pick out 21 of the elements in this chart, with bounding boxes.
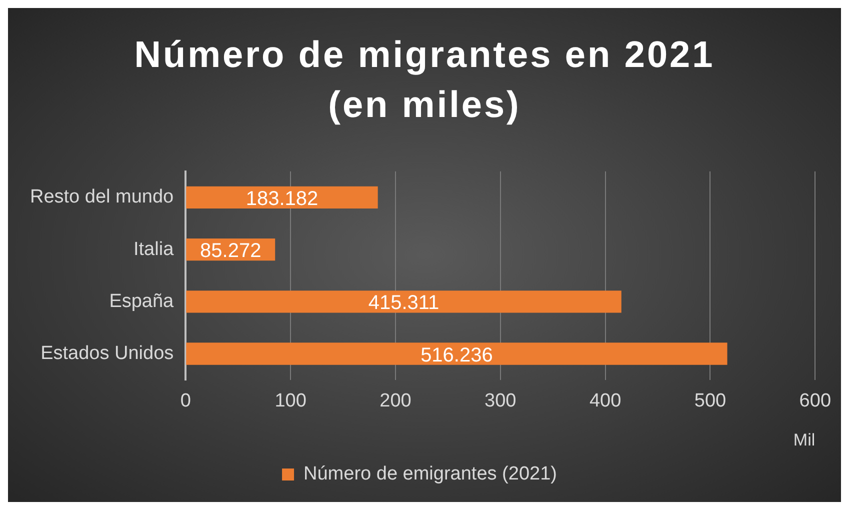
bar — [186, 290, 622, 313]
y-tick-label: España — [109, 290, 174, 312]
data-label: 516.236 — [420, 344, 493, 366]
x-tick-label: 500 — [694, 390, 726, 412]
data-label: 85.272 — [200, 240, 262, 262]
chart-title: Número de migrantes en 2021 (en miles) — [133, 33, 716, 127]
bar — [186, 342, 728, 365]
data-label: 415.311 — [368, 292, 440, 314]
x-tick-label: 300 — [484, 390, 516, 412]
x-tick-label: 0 — [180, 390, 191, 412]
x-tick-label: 600 — [799, 390, 831, 412]
x-tick-label: 200 — [380, 390, 412, 412]
y-tick-label: Italia — [134, 238, 174, 260]
legend-label: Número de emigrantes (2021) — [304, 464, 557, 485]
y-tick-label: Estados Unidos — [40, 342, 174, 364]
x-axis-title: Mil — [793, 430, 816, 450]
data-label: 183.182 — [246, 188, 318, 210]
bar — [186, 186, 378, 209]
y-tick-label: Resto del mundo — [30, 186, 174, 208]
x-tick-label: 400 — [589, 390, 622, 412]
x-tick-label: 100 — [274, 390, 306, 412]
